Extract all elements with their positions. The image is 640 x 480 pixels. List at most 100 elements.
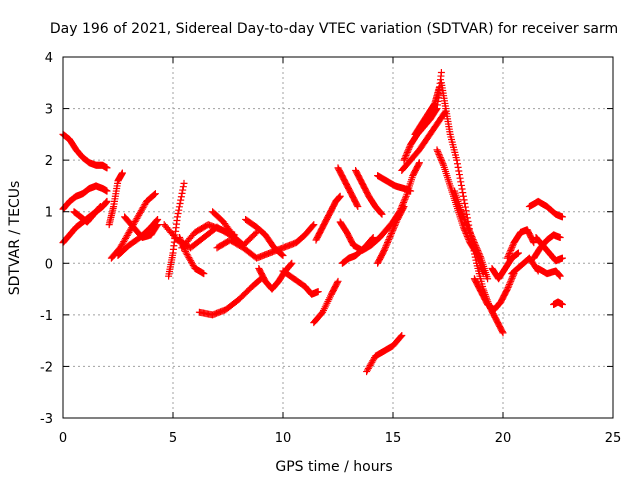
data-point (239, 241, 247, 249)
data-point (556, 272, 564, 280)
data-point (558, 254, 566, 262)
data-point (251, 230, 259, 238)
data-point (503, 285, 511, 293)
data-point (377, 210, 385, 218)
y-tick-label: -3 (40, 412, 53, 427)
axis-ticks (62, 56, 614, 419)
series-ae (411, 84, 443, 138)
data-point (96, 203, 104, 211)
series-s (312, 192, 344, 244)
data-point (484, 275, 492, 283)
data-point (507, 276, 515, 284)
series-q (242, 215, 287, 260)
data-point (460, 196, 468, 204)
data-point (382, 242, 390, 250)
data-point (529, 237, 537, 245)
series-an (534, 264, 564, 280)
data-point (402, 152, 410, 160)
y-tick-labels: -3 -2 -1 0 1 2 3 4 (40, 51, 53, 427)
data-point (436, 152, 444, 160)
data-point (388, 228, 396, 236)
x-tick-label: 5 (169, 431, 177, 446)
data-point (505, 282, 513, 290)
data-point (153, 222, 161, 230)
data-point (458, 209, 466, 217)
series-e (105, 169, 126, 229)
data-point (455, 171, 463, 179)
series-d (70, 203, 104, 226)
data-point (400, 156, 408, 164)
data-point (463, 222, 471, 230)
data-point (476, 253, 484, 261)
x-tick-label: 15 (385, 431, 402, 446)
y-tick-label: 0 (45, 257, 53, 272)
data-point (499, 329, 507, 337)
data-point (401, 153, 409, 161)
data-point (470, 237, 478, 245)
data-point (507, 277, 515, 285)
data-point (177, 237, 185, 245)
data-point (506, 248, 514, 256)
data-point (174, 210, 182, 218)
data-point (179, 186, 187, 194)
data-point (514, 249, 522, 257)
data-point (475, 249, 483, 257)
data-point (470, 239, 478, 247)
data-point (462, 220, 470, 228)
data-point (476, 251, 484, 259)
series-ap (532, 234, 566, 265)
x-tick-label: 10 (275, 431, 292, 446)
data-point (96, 203, 104, 211)
data-point (464, 225, 472, 233)
data-point (384, 237, 392, 245)
data-point (405, 145, 413, 153)
series-z (363, 331, 406, 376)
data-point (438, 157, 446, 165)
data-point (398, 203, 406, 211)
data-point (178, 189, 186, 197)
data-point (437, 155, 445, 163)
data-point (310, 221, 318, 229)
data-point (509, 242, 517, 250)
data-point (459, 189, 467, 197)
y-tick-label: -2 (40, 360, 53, 375)
y-tick-label: 2 (45, 154, 53, 169)
data-point (178, 238, 186, 246)
data-point (455, 167, 463, 175)
x-tick-labels: 0 5 10 15 20 25 (59, 431, 621, 446)
series-ao (525, 197, 566, 221)
data-point (279, 252, 287, 260)
y-tick-label: 4 (45, 51, 53, 66)
data-point (461, 217, 469, 225)
data-point (472, 243, 480, 251)
data-point (200, 270, 208, 278)
data-point (390, 223, 398, 231)
data-point (181, 246, 189, 254)
data-point (397, 205, 405, 213)
data-point (178, 240, 186, 248)
data-point (465, 226, 473, 234)
data-point (438, 158, 446, 166)
data-point (401, 195, 409, 203)
data-point (368, 235, 376, 243)
series-t (310, 277, 342, 327)
data-point (402, 194, 410, 202)
series-r (279, 267, 322, 298)
data-point (177, 196, 185, 204)
data-point (467, 231, 475, 239)
data-point (461, 215, 468, 223)
data-point (469, 236, 477, 244)
data-point (173, 213, 181, 221)
data-points (59, 68, 566, 376)
series-h (121, 213, 162, 241)
data-point (437, 68, 445, 76)
x-tick-label: 20 (495, 431, 512, 446)
data-point (399, 200, 407, 208)
data-point (278, 251, 286, 259)
data-point (459, 212, 467, 220)
data-point (103, 164, 111, 172)
data-point (288, 259, 296, 267)
data-point (434, 147, 442, 155)
series-ad (398, 107, 450, 174)
data-point (462, 207, 470, 215)
